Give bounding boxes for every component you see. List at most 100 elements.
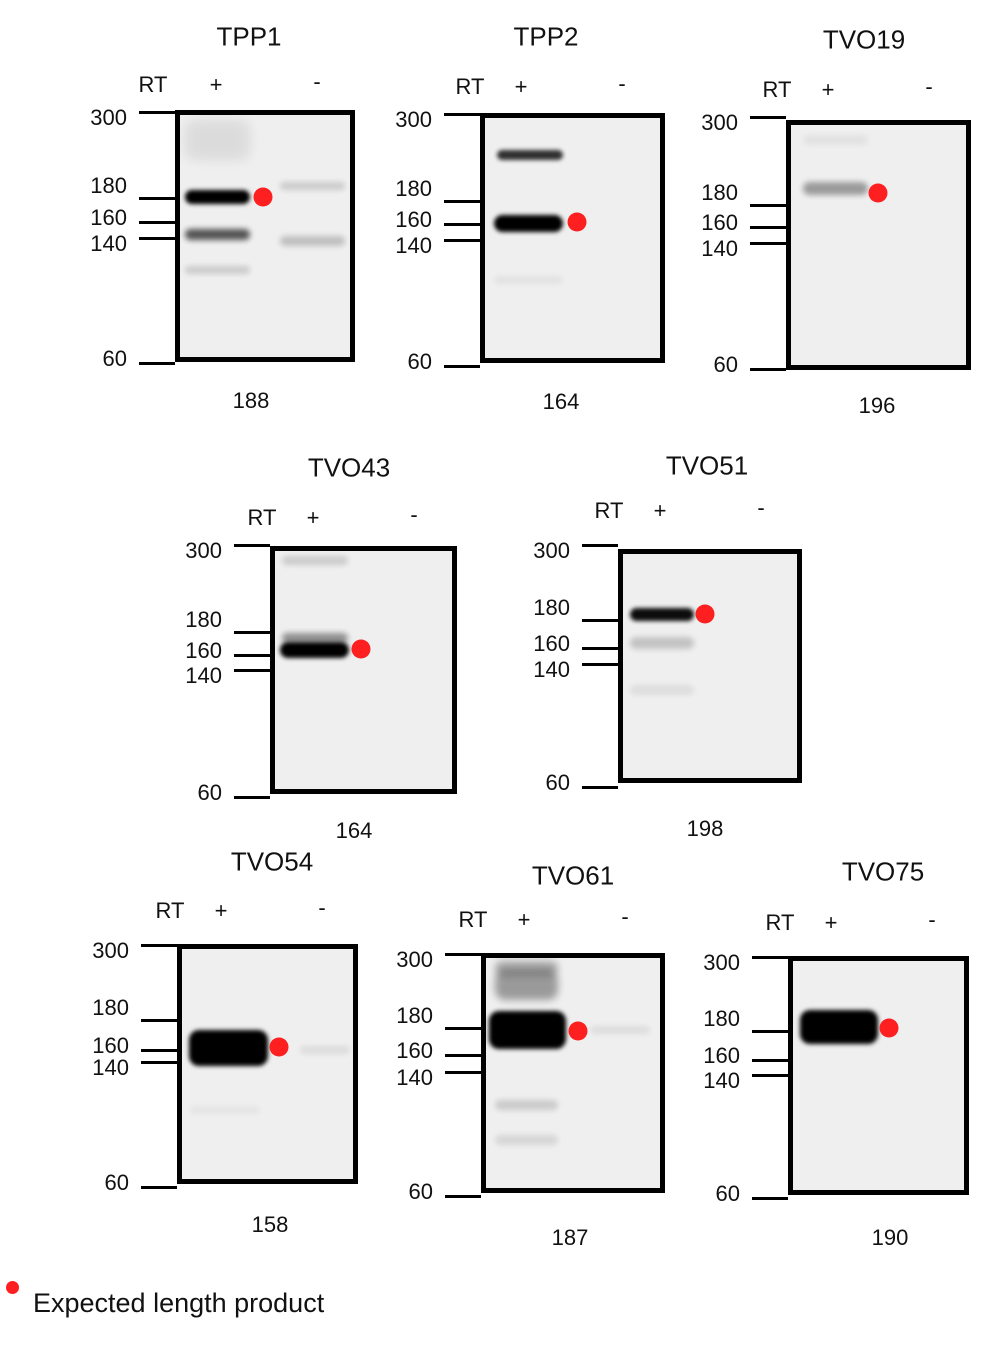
ladder-label: 300: [396, 947, 433, 972]
ladder-label: 300: [395, 107, 432, 132]
gel-image: [270, 546, 457, 794]
panel-title: TVO75: [841, 856, 925, 887]
gel-band: [803, 135, 868, 145]
ladder-label: 160: [185, 638, 222, 663]
ladder-label: 140: [90, 231, 127, 256]
ladder-tick: [141, 1061, 177, 1064]
expected-product-marker-icon: [351, 639, 371, 659]
ladder-tick: [141, 1049, 177, 1052]
ladder-label: 60: [713, 352, 738, 377]
ladder-tick: [750, 242, 786, 245]
ladder-tick: [139, 197, 175, 200]
expected-product-marker-icon: [253, 187, 273, 207]
ladder-label: 140: [533, 657, 570, 682]
plus-rt-lane-label: +: [517, 907, 531, 932]
ladder-tick: [750, 368, 786, 371]
plus-rt-lane-label: +: [824, 910, 838, 935]
ladder-tick: [752, 1074, 788, 1077]
ladder-label: 160: [701, 210, 738, 235]
gel-band: [189, 1030, 268, 1066]
gel-band: [494, 214, 563, 232]
gel-band: [185, 190, 250, 204]
expected-product-marker-icon: [568, 1021, 588, 1041]
ladder-tick: [445, 1027, 481, 1030]
ladder-tick: [141, 1019, 177, 1022]
ladder-tick: [234, 544, 270, 547]
minus-rt-lane-label: -: [928, 907, 936, 932]
ladder-tick: [444, 239, 480, 242]
gel-band: [280, 182, 345, 190]
expected-product-marker-icon: [269, 1037, 289, 1057]
gel-image: [481, 953, 665, 1193]
gel-band: [282, 633, 348, 643]
gel-band: [497, 150, 563, 160]
gel-band: [280, 236, 345, 246]
ladder-label: 180: [92, 995, 129, 1020]
ladder-label: 60: [407, 349, 432, 374]
rt-label: RT: [247, 505, 277, 530]
ladder-tick: [139, 111, 175, 114]
ladder-tick: [234, 631, 270, 634]
ladder-label: 60: [197, 780, 222, 805]
ladder-tick: [445, 1195, 481, 1198]
ladder-tick: [445, 1071, 481, 1074]
ladder-tick: [445, 1054, 481, 1057]
gel-band: [280, 642, 349, 658]
ladder-tick: [752, 1197, 788, 1200]
ladder-tick: [234, 796, 270, 799]
product-size-label: 158: [251, 1212, 289, 1237]
ladder-tick: [234, 654, 270, 657]
gel-image: [786, 120, 971, 370]
ladder-label: 180: [703, 1006, 740, 1031]
gel-band: [189, 1106, 260, 1114]
legend-label: Expected length product: [33, 1288, 325, 1318]
gel-image: [618, 549, 802, 783]
ladder-label: 160: [90, 205, 127, 230]
expected-product-marker-icon: [567, 212, 587, 232]
ladder-tick: [582, 544, 618, 547]
ladder-tick: [139, 221, 175, 224]
rt-label: RT: [458, 907, 488, 932]
panel-title: TPP1: [216, 21, 282, 52]
ladder-label: 140: [185, 663, 222, 688]
ladder-label: 140: [395, 233, 432, 258]
gel-band: [185, 266, 250, 274]
gel-image: [788, 956, 969, 1195]
minus-rt-lane-label: -: [313, 69, 321, 94]
product-size-label: 187: [551, 1225, 589, 1250]
product-size-label: 190: [871, 1225, 909, 1250]
ladder-tick: [582, 786, 618, 789]
ladder-label: 300: [92, 938, 129, 963]
ladder-label: 180: [396, 1003, 433, 1028]
minus-rt-lane-label: -: [621, 904, 629, 929]
ladder-label: 300: [90, 105, 127, 130]
ladder-tick: [139, 237, 175, 240]
ladder-label: 140: [703, 1068, 740, 1093]
gel-band: [803, 181, 868, 195]
ladder-label: 300: [533, 538, 570, 563]
ladder-tick: [141, 944, 177, 947]
ladder-tick: [141, 1186, 177, 1189]
panel-title: TVO43: [307, 452, 391, 483]
ladder-label: 300: [703, 950, 740, 975]
panel-title: TVO61: [531, 860, 615, 891]
ladder-label: 160: [703, 1043, 740, 1068]
product-size-label: 188: [232, 388, 270, 413]
ladder-tick: [444, 200, 480, 203]
gel-band: [630, 607, 694, 621]
ladder-tick: [139, 362, 175, 365]
panel-title: TVO19: [822, 24, 906, 55]
ladder-tick: [234, 669, 270, 672]
plus-rt-lane-label: +: [209, 72, 223, 97]
product-size-label: 198: [686, 816, 724, 841]
plus-rt-lane-label: +: [821, 77, 835, 102]
gel-band: [590, 1026, 650, 1034]
rt-label: RT: [762, 77, 792, 102]
product-size-label: 164: [335, 818, 373, 843]
rt-label: RT: [765, 910, 795, 935]
expected-product-marker-icon: [879, 1018, 899, 1038]
ladder-tick: [444, 113, 480, 116]
product-size-label: 164: [542, 389, 580, 414]
gel-band: [630, 685, 694, 695]
minus-rt-lane-label: -: [757, 495, 765, 520]
